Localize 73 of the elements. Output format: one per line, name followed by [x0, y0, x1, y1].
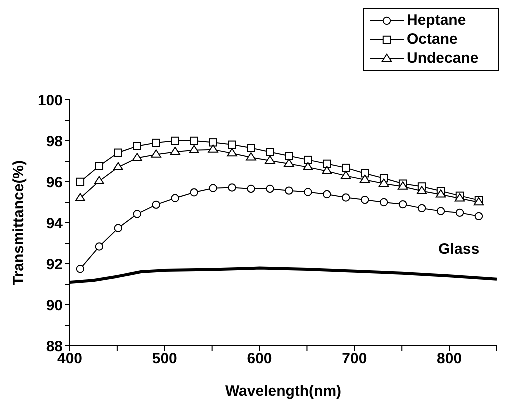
point [228, 184, 236, 192]
series-label: Glass [438, 241, 480, 258]
point [266, 184, 274, 194]
point [418, 204, 426, 213]
point [285, 186, 294, 195]
y-tick-label: 90 [46, 297, 63, 314]
point [284, 158, 294, 168]
point [95, 162, 104, 170]
point [342, 164, 350, 172]
y-axis-title: Transmittance(%) [10, 160, 28, 286]
point [380, 198, 388, 207]
x-tick-label: 500 [152, 350, 178, 368]
point [152, 138, 160, 148]
point [360, 174, 370, 184]
y-tick-label: 92 [46, 256, 63, 274]
point [209, 184, 218, 192]
x-tick-label: 800 [437, 350, 462, 368]
point [113, 162, 124, 171]
point [171, 194, 180, 202]
point [265, 156, 276, 164]
point [151, 150, 162, 158]
point [456, 208, 464, 218]
point [94, 176, 105, 184]
point [133, 142, 142, 150]
point [152, 200, 160, 210]
point [228, 140, 236, 149]
point [189, 145, 200, 154]
x-tick-label: 600 [247, 350, 272, 368]
point [322, 166, 332, 174]
point [75, 193, 86, 202]
point [190, 188, 198, 197]
point [190, 136, 198, 146]
point [209, 138, 218, 147]
y-tick-label: 98 [46, 133, 63, 150]
point [208, 144, 218, 153]
point [247, 184, 256, 194]
point [227, 148, 238, 157]
point [378, 178, 390, 187]
y-tick-label: 100 [38, 92, 63, 110]
point [266, 148, 274, 156]
point [342, 194, 350, 202]
x-tick-label: 400 [57, 350, 83, 368]
x-tick-label: 700 [342, 350, 368, 368]
point [95, 242, 104, 251]
y-tick-label: 94 [46, 215, 64, 232]
point [114, 224, 122, 232]
point [114, 148, 122, 157]
point [303, 162, 314, 171]
point [246, 152, 256, 161]
point [247, 144, 256, 152]
point [132, 153, 142, 162]
point [133, 210, 142, 218]
x-axis-title: Wavelength(nm) [225, 383, 342, 400]
y-tick-label: 96 [46, 174, 63, 192]
legend-label: Undecane [407, 50, 479, 67]
legend-label: Octane [407, 31, 458, 48]
point [436, 190, 446, 198]
point [323, 190, 332, 199]
point [341, 170, 352, 180]
point [304, 188, 312, 196]
point [76, 265, 85, 274]
point [474, 212, 484, 221]
point [285, 152, 294, 160]
point [361, 196, 370, 204]
legend-label: Heptane [407, 12, 466, 29]
point [76, 178, 85, 186]
point [304, 156, 312, 164]
point [171, 136, 180, 146]
point [436, 207, 446, 216]
point [323, 160, 332, 168]
point [416, 186, 428, 194]
point [398, 200, 408, 209]
point [170, 146, 180, 156]
